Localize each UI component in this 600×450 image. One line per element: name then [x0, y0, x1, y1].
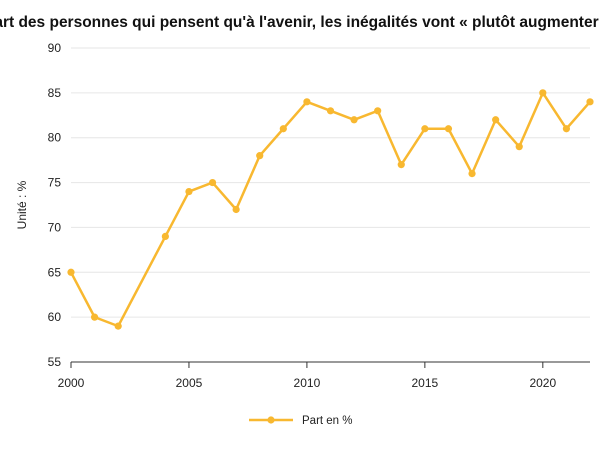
data-point[interactable]: [67, 268, 75, 276]
y-tick-label: 65: [48, 265, 62, 279]
x-tick-label: 2010: [294, 376, 321, 390]
y-axis-title: Unité : %: [15, 180, 29, 229]
data-point[interactable]: [185, 187, 193, 196]
y-tick-label: 90: [48, 41, 62, 55]
data-point[interactable]: [421, 125, 429, 133]
data-point[interactable]: [114, 322, 122, 330]
x-tick-label: 2005: [176, 376, 203, 390]
x-tick-label: 2000: [58, 376, 85, 390]
y-tick-label: 55: [48, 355, 62, 369]
legend-label: Part en %: [302, 415, 353, 427]
data-point[interactable]: [444, 125, 453, 133]
series-line: [69, 91, 592, 328]
data-point[interactable]: [161, 232, 169, 240]
chart-title: Part des personnes qui pensent qu'à l'av…: [0, 14, 600, 31]
axes: 55 60 65 70 75 80 85 90 2000 2005 2010 2015 2020: [48, 41, 590, 390]
data-point[interactable]: [208, 178, 217, 187]
data-point[interactable]: [303, 98, 311, 106]
data-point[interactable]: [326, 107, 335, 115]
data-point[interactable]: [562, 125, 571, 133]
data-point[interactable]: [586, 98, 594, 106]
series-layer: [67, 89, 594, 330]
legend-swatch-marker: [267, 416, 275, 424]
gridlines: [71, 47, 590, 318]
data-point[interactable]: [397, 161, 405, 169]
data-point[interactable]: [279, 125, 287, 133]
x-tick-label: 2020: [529, 376, 556, 390]
y-tick-label: 60: [48, 310, 62, 324]
data-point[interactable]: [232, 205, 240, 214]
data-point[interactable]: [468, 170, 476, 178]
data-point[interactable]: [539, 89, 547, 97]
data-point[interactable]: [374, 107, 382, 115]
x-tick-label: 2015: [412, 376, 439, 390]
data-point[interactable]: [350, 116, 358, 124]
legend[interactable]: Part en %: [249, 415, 353, 427]
y-tick-label: 75: [48, 176, 62, 190]
y-tick-label: 70: [48, 220, 62, 234]
data-point[interactable]: [256, 152, 264, 160]
data-point[interactable]: [515, 143, 523, 151]
y-tick-label: 80: [48, 131, 62, 145]
y-tick-label: 85: [48, 86, 62, 100]
data-point[interactable]: [492, 116, 500, 124]
data-point[interactable]: [90, 313, 99, 321]
